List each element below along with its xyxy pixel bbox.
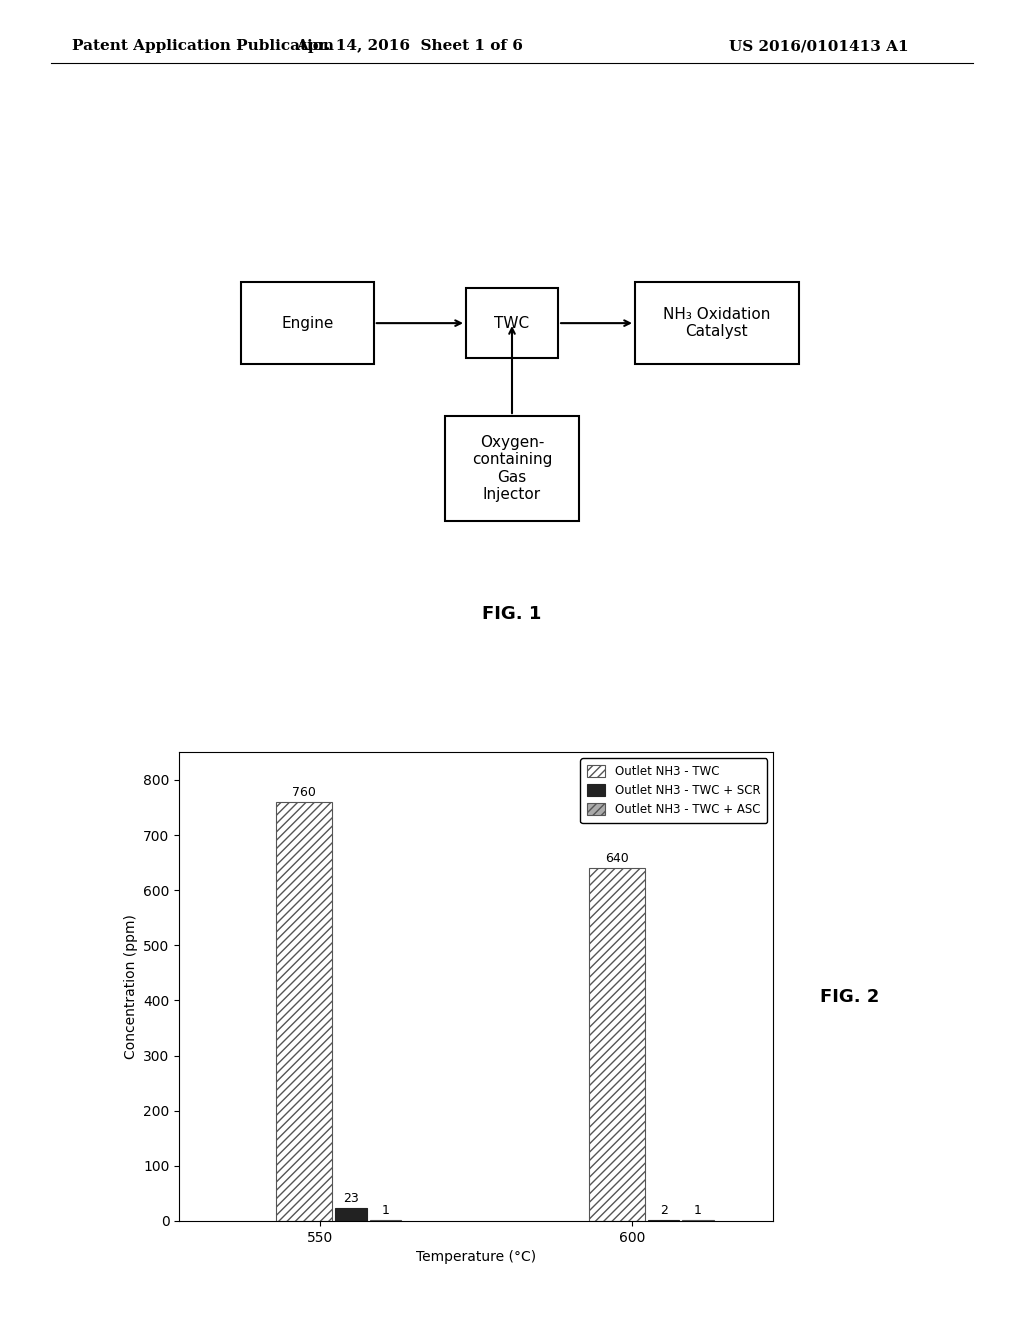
Text: 1: 1 [382, 1204, 389, 1217]
Text: Oxygen-
containing
Gas
Injector: Oxygen- containing Gas Injector [472, 434, 552, 502]
Text: 23: 23 [343, 1192, 359, 1205]
Bar [589, 869, 645, 1221]
Text: FIG. 1: FIG. 1 [482, 605, 542, 623]
Bar [635, 282, 799, 364]
Text: 2: 2 [659, 1204, 668, 1217]
Bar [276, 803, 333, 1221]
Text: Apr. 14, 2016  Sheet 1 of 6: Apr. 14, 2016 Sheet 1 of 6 [296, 40, 523, 53]
Bar [336, 1208, 367, 1221]
Bar [445, 416, 579, 520]
X-axis label: Temperature (°C): Temperature (°C) [416, 1250, 537, 1265]
Legend: Outlet NH3 - TWC, Outlet NH3 - TWC + SCR, Outlet NH3 - TWC + ASC: Outlet NH3 - TWC, Outlet NH3 - TWC + SCR… [581, 758, 767, 824]
Text: Engine: Engine [281, 315, 334, 330]
Text: FIG. 2: FIG. 2 [820, 987, 880, 1006]
Text: 760: 760 [292, 785, 316, 799]
Text: TWC: TWC [495, 315, 529, 330]
Text: 640: 640 [605, 851, 629, 865]
Text: 1: 1 [694, 1204, 702, 1217]
Bar [466, 288, 558, 358]
Text: US 2016/0101413 A1: US 2016/0101413 A1 [729, 40, 909, 53]
Bar [241, 282, 374, 364]
Text: NH₃ Oxidation
Catalyst: NH₃ Oxidation Catalyst [664, 308, 770, 339]
Text: Patent Application Publication: Patent Application Publication [72, 40, 334, 53]
Y-axis label: Concentration (ppm): Concentration (ppm) [124, 915, 137, 1059]
